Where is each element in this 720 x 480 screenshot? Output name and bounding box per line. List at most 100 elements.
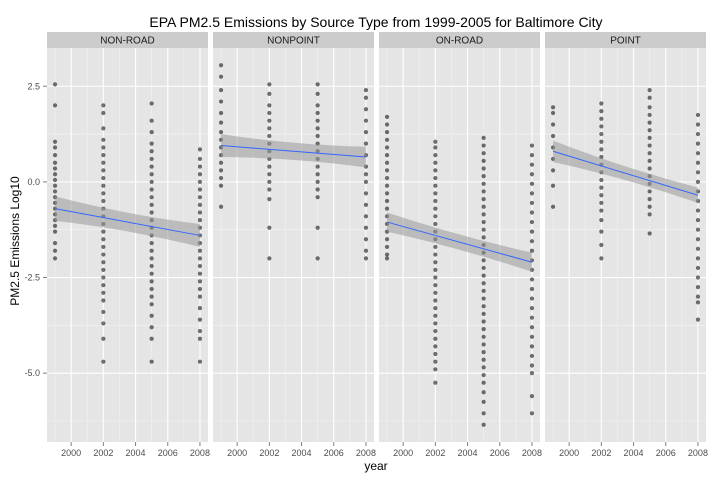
data-point bbox=[218, 99, 224, 104]
data-point bbox=[529, 411, 535, 416]
data-point bbox=[433, 191, 438, 196]
data-point bbox=[101, 198, 106, 204]
data-point bbox=[101, 175, 106, 181]
data-point bbox=[101, 183, 106, 188]
facet-strip bbox=[545, 32, 706, 48]
fit-line bbox=[386, 221, 533, 263]
data-point bbox=[647, 151, 652, 156]
panel-background bbox=[213, 48, 374, 442]
data-point bbox=[481, 265, 486, 271]
data-point bbox=[384, 130, 390, 135]
x-tick-label: 2000 bbox=[393, 448, 413, 458]
panel-background bbox=[47, 48, 208, 442]
data-point bbox=[267, 187, 272, 192]
data-point bbox=[315, 164, 320, 169]
data-point bbox=[695, 208, 701, 213]
data-point bbox=[384, 175, 390, 181]
data-point bbox=[529, 239, 535, 244]
data-point bbox=[197, 210, 203, 215]
data-point bbox=[315, 256, 320, 261]
data-point bbox=[101, 298, 106, 303]
data-point bbox=[695, 170, 701, 175]
data-point bbox=[101, 283, 106, 288]
data-point bbox=[101, 103, 106, 108]
data-point bbox=[695, 237, 701, 242]
data-point bbox=[101, 290, 106, 295]
data-point bbox=[197, 279, 203, 284]
data-point bbox=[695, 160, 701, 165]
fit-line bbox=[552, 150, 699, 196]
data-point bbox=[433, 252, 438, 257]
data-point bbox=[695, 317, 701, 322]
data-point bbox=[433, 275, 438, 280]
data-point bbox=[384, 244, 390, 250]
data-point bbox=[384, 237, 390, 242]
data-point bbox=[315, 110, 320, 116]
data-point bbox=[433, 145, 438, 150]
data-point bbox=[101, 237, 106, 242]
data-point bbox=[384, 114, 390, 119]
data-point bbox=[197, 187, 203, 192]
data-point bbox=[52, 145, 58, 150]
data-point bbox=[481, 327, 486, 332]
data-point bbox=[695, 151, 701, 156]
fit-line bbox=[54, 208, 201, 236]
data-point bbox=[149, 263, 154, 269]
data-point bbox=[481, 422, 486, 427]
data-point bbox=[149, 271, 154, 276]
chart-title: EPA PM2.5 Emissions by Source Type from … bbox=[149, 14, 602, 30]
data-point bbox=[433, 283, 438, 288]
data-point bbox=[149, 164, 154, 169]
data-point bbox=[315, 179, 320, 184]
data-point bbox=[550, 183, 556, 188]
data-point bbox=[481, 166, 486, 171]
data-point bbox=[599, 193, 604, 198]
data-point bbox=[101, 260, 106, 265]
data-point bbox=[433, 214, 438, 219]
data-point bbox=[481, 372, 486, 378]
data-point bbox=[695, 227, 701, 232]
data-point bbox=[52, 248, 58, 253]
data-point bbox=[599, 208, 604, 213]
data-point bbox=[363, 118, 369, 123]
data-point bbox=[315, 91, 320, 97]
data-point bbox=[315, 133, 320, 139]
data-point bbox=[197, 306, 203, 311]
data-point bbox=[550, 204, 556, 209]
data-point bbox=[529, 229, 535, 234]
data-point bbox=[149, 149, 154, 154]
data-point bbox=[550, 110, 556, 116]
data-point bbox=[481, 399, 486, 404]
data-point bbox=[149, 141, 154, 146]
data-point bbox=[384, 198, 390, 204]
data-point bbox=[149, 210, 154, 215]
data-point bbox=[433, 175, 438, 181]
data-point bbox=[647, 112, 652, 118]
data-point bbox=[647, 120, 652, 125]
facet-strip-label: POINT bbox=[610, 36, 641, 47]
y-axis-title: PM2.5 Emissions Log10 bbox=[8, 176, 22, 306]
data-point bbox=[647, 135, 652, 140]
data-point bbox=[197, 164, 203, 169]
data-point bbox=[433, 206, 438, 211]
data-point bbox=[101, 252, 106, 257]
data-point bbox=[218, 63, 224, 68]
data-point bbox=[695, 256, 701, 261]
data-point bbox=[481, 342, 486, 347]
data-point bbox=[529, 172, 535, 177]
data-point bbox=[529, 325, 535, 330]
data-point bbox=[149, 156, 154, 162]
data-point bbox=[149, 279, 154, 284]
data-point bbox=[149, 195, 154, 200]
data-point bbox=[101, 168, 106, 173]
data-point bbox=[267, 118, 272, 123]
data-point bbox=[433, 260, 438, 265]
data-point bbox=[433, 160, 438, 165]
data-point bbox=[481, 288, 486, 294]
data-point bbox=[197, 359, 203, 364]
y-tick-label: 0.0 bbox=[27, 177, 40, 187]
data-point bbox=[315, 195, 320, 200]
data-point bbox=[315, 103, 320, 108]
fit-line bbox=[221, 145, 366, 158]
data-point bbox=[218, 204, 224, 209]
